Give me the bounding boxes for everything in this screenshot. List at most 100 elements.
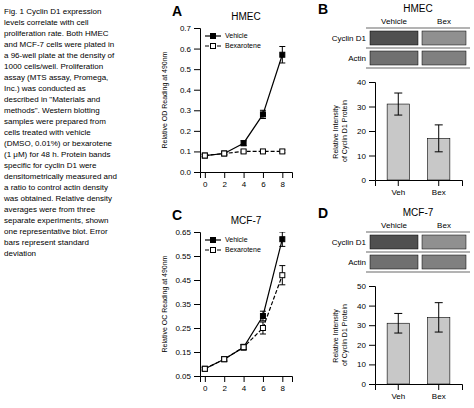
tick: 4	[242, 172, 247, 189]
tick-label: 0	[362, 176, 367, 185]
panel-letter: D	[318, 205, 328, 221]
marker	[260, 149, 265, 154]
tick-label: 0.7	[180, 24, 192, 33]
tick-label: 4	[242, 180, 247, 189]
plot-area	[202, 232, 285, 371]
tick-mark	[194, 232, 200, 233]
plot-area	[387, 303, 450, 384]
tick-mark	[194, 172, 200, 173]
blot-column-label: Bex	[437, 17, 451, 26]
tick-label: 30	[357, 103, 366, 112]
tick-mark	[205, 172, 206, 178]
marker	[202, 153, 207, 158]
tick-mark	[398, 180, 399, 186]
axis-domain	[194, 233, 201, 377]
figure: HMECAFig. 1 Cyclin D1 expressionlevels c…	[0, 0, 474, 408]
caption: Fig. 1 Cyclin D1 expressionlevels correl…	[3, 7, 117, 258]
tick-mark	[438, 180, 439, 186]
error-bar	[221, 357, 227, 361]
tick: Bex	[432, 180, 446, 197]
tick-label: 6	[261, 180, 266, 189]
blot-divider	[366, 252, 470, 253]
error-bar	[279, 232, 285, 246]
tick-label: 0.6	[180, 45, 192, 54]
tick-label: 0.45	[175, 276, 191, 285]
legend-label: Bexarotene	[225, 246, 261, 253]
marker	[202, 366, 207, 371]
tick: 0.5	[180, 65, 200, 74]
legend-swatch-marker	[211, 248, 216, 253]
blot-column-label: Bex	[437, 221, 451, 230]
tick: 30	[357, 103, 375, 112]
tick-mark	[194, 28, 200, 29]
blot-divider	[366, 232, 470, 233]
tick-mark	[282, 376, 283, 382]
tick-mark	[369, 107, 375, 108]
series-line	[205, 55, 282, 156]
tick-mark	[224, 376, 225, 382]
legend-label: Bexarotene	[225, 42, 261, 49]
blot-band	[370, 235, 418, 249]
panel-letter: C	[172, 207, 182, 223]
blot-band	[370, 31, 418, 45]
y-axis: 0.00.10.20.30.40.50.60.7	[180, 24, 201, 177]
tick-mark	[438, 384, 439, 390]
tick: 6	[261, 376, 266, 393]
y-axis: 0.050.150.250.350.450.550.65	[175, 228, 200, 381]
marker	[260, 314, 265, 319]
tick-mark	[194, 151, 200, 152]
tick: Bex	[432, 384, 446, 401]
tick: 0.3	[180, 106, 200, 115]
tick-label: 0.05	[175, 372, 191, 381]
error-bar	[260, 311, 266, 321]
series-line	[205, 275, 282, 369]
tick: 0	[362, 380, 375, 389]
marker	[241, 149, 246, 154]
marker	[241, 345, 246, 350]
tick-mark	[194, 304, 200, 305]
tick-mark	[194, 376, 200, 377]
tick-mark	[369, 364, 375, 365]
tick-label: 30	[357, 321, 366, 330]
axis-domain	[369, 287, 376, 385]
tick: 0.7	[180, 24, 200, 33]
legend-swatch-marker	[211, 34, 216, 39]
tick-label: 0.1	[180, 147, 192, 156]
tick-mark	[194, 328, 200, 329]
title: HMEC	[403, 3, 432, 14]
tick: 40	[357, 78, 375, 87]
error-bar	[394, 313, 402, 333]
tick-label: 2	[222, 384, 227, 393]
tick: 0.55	[175, 252, 200, 261]
tick-label: 0.2	[180, 127, 192, 136]
axis-domain	[194, 29, 201, 173]
tick-mark	[369, 286, 375, 287]
series-line	[205, 239, 282, 369]
tick-mark	[263, 376, 264, 382]
tick: 30	[357, 321, 375, 330]
tick-label: 20	[357, 127, 366, 136]
marker	[241, 345, 246, 350]
plot-area	[202, 47, 285, 159]
tick-mark	[194, 69, 200, 70]
tick: 0	[362, 176, 375, 185]
tick-mark	[369, 131, 375, 132]
tick-mark	[282, 172, 283, 178]
blot-divider	[366, 68, 470, 69]
tick: 0.05	[175, 372, 200, 381]
tick-label: 8	[281, 180, 286, 189]
error-bar	[241, 345, 247, 350]
tick-label: 0	[203, 384, 208, 393]
legend: VehicleBexarotene	[205, 236, 261, 253]
tick-mark	[205, 376, 206, 382]
title: MCF-7	[231, 215, 262, 226]
tick-label: 0.5	[180, 65, 192, 74]
tick: 0.4	[180, 86, 200, 95]
blot-band	[422, 31, 466, 45]
error-bar	[260, 110, 266, 118]
marker	[222, 357, 227, 362]
tick-mark	[194, 280, 200, 281]
tick-label: 0.55	[175, 252, 191, 261]
tick-mark	[244, 376, 245, 382]
tick-label: Bex	[432, 188, 446, 197]
